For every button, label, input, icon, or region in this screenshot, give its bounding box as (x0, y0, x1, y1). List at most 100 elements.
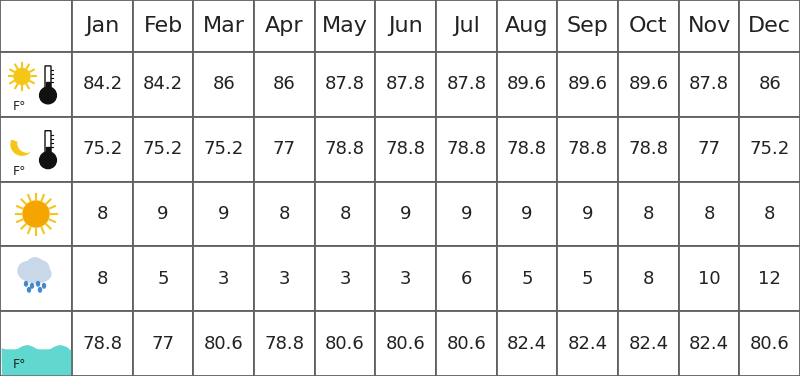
Bar (497, 0, 558, 52)
Text: 5: 5 (522, 270, 533, 288)
Circle shape (40, 87, 56, 104)
Bar (0, 182, 72, 246)
Text: 3: 3 (400, 270, 411, 288)
Text: Jun: Jun (388, 16, 423, 36)
Bar (314, 311, 375, 376)
Text: 78.8: 78.8 (446, 140, 486, 158)
Text: 8: 8 (764, 205, 775, 223)
Text: 9: 9 (158, 205, 169, 223)
Bar (133, 311, 194, 376)
Text: 9: 9 (400, 205, 411, 223)
Bar (436, 182, 497, 246)
Ellipse shape (30, 284, 34, 288)
Text: 86: 86 (212, 76, 235, 93)
Text: 80.6: 80.6 (204, 335, 243, 353)
Text: 5: 5 (582, 270, 594, 288)
Bar (254, 52, 314, 117)
Text: Mar: Mar (202, 16, 245, 36)
Bar (254, 0, 314, 52)
Text: 77: 77 (151, 335, 174, 353)
Text: 89.6: 89.6 (628, 76, 668, 93)
Bar (497, 182, 558, 246)
Bar (314, 0, 375, 52)
Text: 12: 12 (758, 270, 781, 288)
Bar (436, 52, 497, 117)
Text: 87.8: 87.8 (446, 76, 486, 93)
Text: 8: 8 (278, 205, 290, 223)
Text: 84.2: 84.2 (143, 76, 183, 93)
Bar (618, 246, 678, 311)
Text: 78.8: 78.8 (507, 140, 547, 158)
Bar (375, 246, 436, 311)
Bar (678, 0, 739, 52)
Bar (133, 246, 194, 311)
Bar (314, 52, 375, 117)
Text: 75.2: 75.2 (143, 140, 183, 158)
Bar (314, 182, 375, 246)
Bar (72, 52, 133, 117)
Text: 8: 8 (642, 205, 654, 223)
Text: 8: 8 (703, 205, 714, 223)
FancyBboxPatch shape (45, 66, 51, 89)
Bar (375, 117, 436, 182)
Bar (72, 117, 133, 182)
Text: 87.8: 87.8 (325, 76, 365, 93)
Text: F°: F° (13, 358, 26, 371)
Bar (194, 117, 254, 182)
Bar (497, 246, 558, 311)
Bar (618, 52, 678, 117)
Text: F°: F° (13, 165, 26, 178)
Text: 86: 86 (758, 76, 781, 93)
Ellipse shape (38, 288, 42, 292)
Bar (558, 52, 618, 117)
Text: 78.8: 78.8 (82, 335, 122, 353)
Text: May: May (322, 16, 368, 36)
Bar (314, 246, 375, 311)
Text: 80.6: 80.6 (750, 335, 790, 353)
Bar (0, 0, 72, 52)
Text: Jan: Jan (86, 16, 119, 36)
Bar (254, 246, 314, 311)
Text: 80.6: 80.6 (446, 335, 486, 353)
Text: 9: 9 (582, 205, 594, 223)
Text: 9: 9 (522, 205, 533, 223)
Bar (0, 52, 72, 117)
Bar (133, 117, 194, 182)
Bar (436, 311, 497, 376)
Bar (133, 182, 194, 246)
Text: 77: 77 (698, 140, 721, 158)
Text: 87.8: 87.8 (689, 76, 729, 93)
Text: 8: 8 (339, 205, 350, 223)
Text: Feb: Feb (143, 16, 182, 36)
Bar (558, 0, 618, 52)
Text: 82.4: 82.4 (568, 335, 608, 353)
Bar (739, 0, 800, 52)
Bar (497, 311, 558, 376)
Text: 78.8: 78.8 (325, 140, 365, 158)
Bar (618, 182, 678, 246)
Text: 5: 5 (158, 270, 169, 288)
Ellipse shape (27, 288, 30, 292)
Bar (678, 246, 739, 311)
Bar (133, 0, 194, 52)
Text: 78.8: 78.8 (264, 335, 304, 353)
Text: Nov: Nov (687, 16, 730, 36)
Text: 84.2: 84.2 (82, 76, 122, 93)
Text: Oct: Oct (629, 16, 667, 36)
Bar (194, 0, 254, 52)
Text: 3: 3 (278, 270, 290, 288)
Bar (678, 52, 739, 117)
Bar (618, 117, 678, 182)
Text: 78.8: 78.8 (386, 140, 426, 158)
Bar (194, 52, 254, 117)
Bar (375, 311, 436, 376)
Bar (0, 311, 72, 376)
Bar (254, 117, 314, 182)
Bar (618, 311, 678, 376)
Ellipse shape (37, 282, 39, 286)
Text: 82.4: 82.4 (689, 335, 729, 353)
Text: Jul: Jul (453, 16, 480, 36)
Bar (618, 0, 678, 52)
Text: Aug: Aug (506, 16, 549, 36)
Bar (133, 52, 194, 117)
